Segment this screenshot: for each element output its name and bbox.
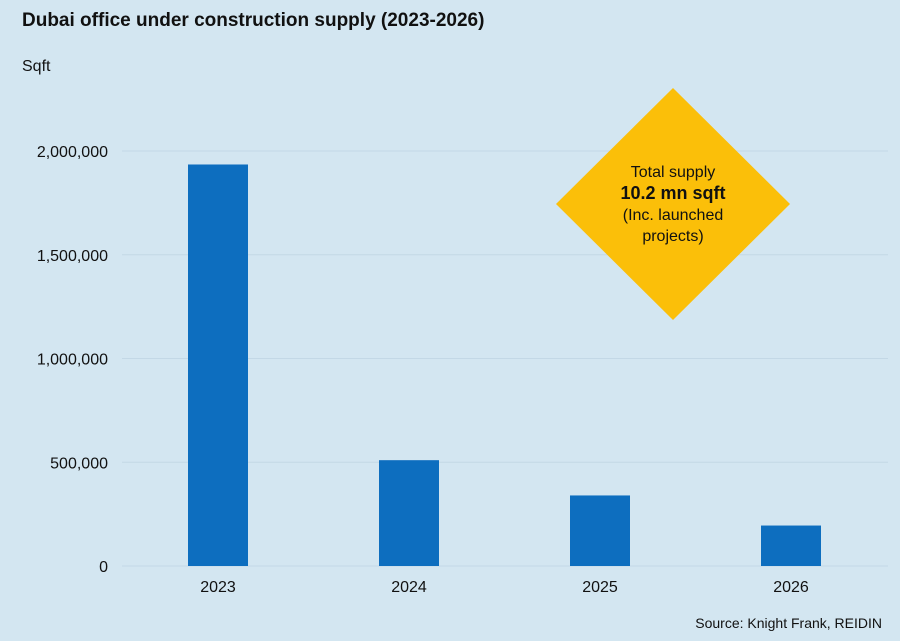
y-axis-ticks: 0 500,000 1,000,000 1,500,000 2,000,000: [37, 144, 108, 576]
callout-diamond: [556, 88, 790, 320]
y-tick-label: 2,000,000: [37, 144, 108, 161]
bar-2026: [761, 525, 821, 566]
bar-2023: [188, 164, 248, 567]
callout-line-3: (Inc. launched: [623, 207, 724, 224]
callout-line-1: Total supply: [631, 164, 716, 181]
bar-2025: [570, 495, 630, 566]
chart-title: Dubai office under construction supply (…: [22, 10, 485, 31]
source-note: Source: Knight Frank, REIDIN: [695, 615, 882, 631]
y-tick-label: 1,000,000: [37, 352, 108, 369]
y-tick-label: 0: [99, 559, 108, 576]
y-axis-unit-label: Sqft: [22, 58, 51, 75]
x-tick-label: 2024: [391, 579, 427, 596]
bars: [188, 164, 821, 567]
y-tick-label: 1,500,000: [37, 248, 108, 265]
x-tick-label: 2023: [200, 579, 236, 596]
x-tick-label: 2025: [582, 579, 618, 596]
total-supply-callout: Total supply 10.2 mn sqft (Inc. launched…: [556, 88, 790, 320]
bar-2024: [379, 460, 439, 566]
callout-line-4: projects): [642, 228, 703, 245]
callout-line-2: 10.2 mn sqft: [620, 183, 725, 203]
x-tick-label: 2026: [773, 579, 809, 596]
gridlines: [122, 150, 888, 567]
y-tick-label: 500,000: [50, 455, 108, 472]
x-axis-ticks: 2023 2024 2025 2026: [200, 579, 809, 596]
